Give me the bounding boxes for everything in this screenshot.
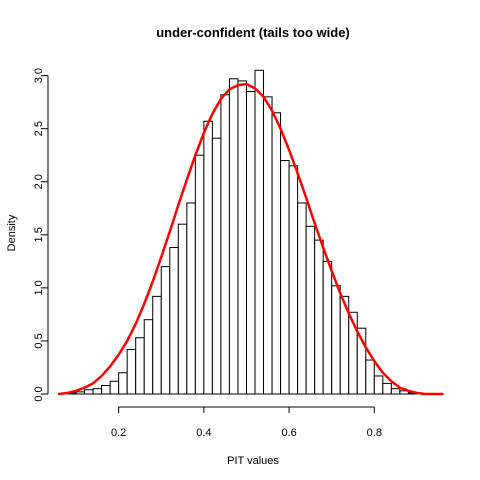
y-tick-label: 0.0	[33, 386, 45, 401]
histogram-bar	[228, 78, 239, 395]
density-curve	[57, 82, 444, 396]
histogram-bar	[263, 96, 273, 395]
x-tick-label: 0.2	[111, 427, 126, 439]
histogram-bar	[305, 225, 316, 395]
y-axis-label: Density	[6, 214, 18, 251]
histogram-bar	[84, 389, 94, 395]
histogram-bar	[245, 91, 256, 395]
histogram-bar	[220, 94, 230, 395]
y-tick-label: 3.0	[33, 68, 45, 83]
histogram-bar	[382, 382, 392, 395]
histogram-bar	[177, 223, 188, 395]
histogram-bar	[169, 247, 179, 395]
x-tick-label: 0.8	[367, 427, 382, 439]
y-tick-label: 2.5	[33, 121, 45, 136]
histogram-bar	[314, 239, 324, 395]
histogram-bar	[143, 319, 154, 395]
histogram-bar	[203, 120, 213, 395]
histogram-bar	[254, 69, 265, 395]
histogram-bar	[101, 385, 111, 395]
y-tick-label: 1.0	[33, 280, 45, 295]
histogram-bar	[271, 112, 282, 395]
histogram-bar	[331, 285, 341, 395]
histogram-bar	[237, 80, 247, 395]
y-tick-label: 0.5	[33, 333, 45, 348]
histogram-bar	[288, 165, 299, 395]
chart-title: under-confident (tails too wide)	[156, 25, 350, 40]
y-axis: 0.0 0.5 1.0 1.5 2.0 2.5 3.0	[33, 68, 49, 402]
histogram-bar	[75, 391, 86, 395]
histogram-bar	[399, 390, 409, 395]
histogram-bar	[322, 260, 333, 395]
histogram-bar	[186, 202, 196, 395]
histogram-bar	[390, 388, 401, 395]
x-tick-label: 0.6	[281, 427, 296, 439]
histogram-bar	[126, 348, 137, 395]
histogram-bar	[109, 380, 120, 395]
histogram-bar	[160, 266, 171, 395]
histogram-bar	[211, 137, 222, 395]
x-tick-label: 0.4	[196, 427, 211, 439]
histogram-bar	[92, 388, 103, 395]
histogram-bar	[280, 160, 290, 395]
histogram-bar	[135, 337, 145, 395]
histogram-bar	[373, 375, 384, 395]
density-curve-group	[57, 82, 444, 396]
histogram-bar	[152, 295, 162, 395]
histogram-bar	[118, 372, 128, 395]
y-tick-label: 2.0	[33, 174, 45, 189]
histogram-bar	[297, 202, 307, 395]
x-axis-label: PIT values	[227, 455, 279, 467]
x-axis: 0.2 0.4 0.6 0.8	[111, 406, 382, 439]
histogram-bar	[365, 359, 375, 395]
histogram-bar	[194, 154, 205, 395]
histogram-bars	[67, 69, 418, 395]
y-tick-label: 1.5	[33, 227, 45, 242]
